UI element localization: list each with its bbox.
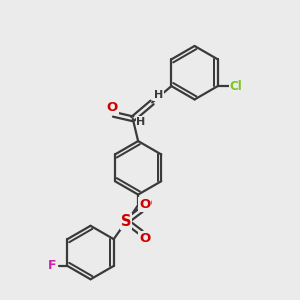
Text: O: O [139, 232, 150, 245]
Text: O: O [106, 101, 118, 114]
Text: O: O [139, 198, 150, 211]
Text: S: S [121, 214, 131, 229]
Text: H: H [154, 90, 163, 100]
Text: O: O [141, 197, 152, 210]
Text: Cl: Cl [230, 80, 243, 93]
Text: H: H [136, 117, 146, 127]
Text: F: F [48, 260, 56, 272]
